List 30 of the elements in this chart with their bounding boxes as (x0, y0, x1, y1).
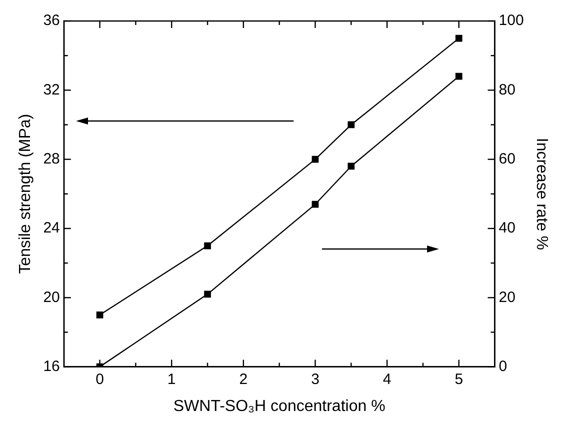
y-tick-label: 36 (43, 12, 60, 30)
y2-tick-label: 0 (498, 358, 508, 375)
point (96, 312, 104, 318)
y2-axis-title: Increase rate % (532, 138, 550, 250)
point (348, 162, 355, 170)
point (204, 242, 211, 250)
y-tick-label: 20 (43, 288, 60, 306)
y-tick-label: 16 (43, 358, 60, 375)
x-tick-label: 3 (311, 370, 320, 388)
point (312, 156, 319, 163)
point (348, 121, 355, 128)
y2-tick-label: 60 (498, 150, 516, 168)
point (204, 290, 211, 298)
x-axis-title: SWNT-SO₃H concentration % (173, 398, 386, 415)
y-tick-label: 24 (43, 220, 60, 237)
y-tick-label: 28 (43, 150, 60, 168)
y2-tick-label: 20 (498, 288, 516, 306)
point (455, 34, 462, 42)
y2-tick-label: 100 (498, 12, 524, 30)
y-tick-label: 32 (43, 81, 60, 98)
x-tick-label: 1 (167, 370, 176, 388)
y2-tick-label: 80 (498, 81, 516, 98)
x-tick-label: 0 (96, 370, 104, 388)
x-tick-label: 4 (382, 370, 392, 388)
x-tick-label: 2 (239, 370, 248, 388)
point (312, 200, 319, 208)
x-tick-label: 5 (454, 370, 464, 388)
point (455, 72, 462, 80)
y-axis-title: Tensile strength (MPa) (17, 114, 34, 274)
y2-tick-label: 40 (498, 220, 516, 237)
